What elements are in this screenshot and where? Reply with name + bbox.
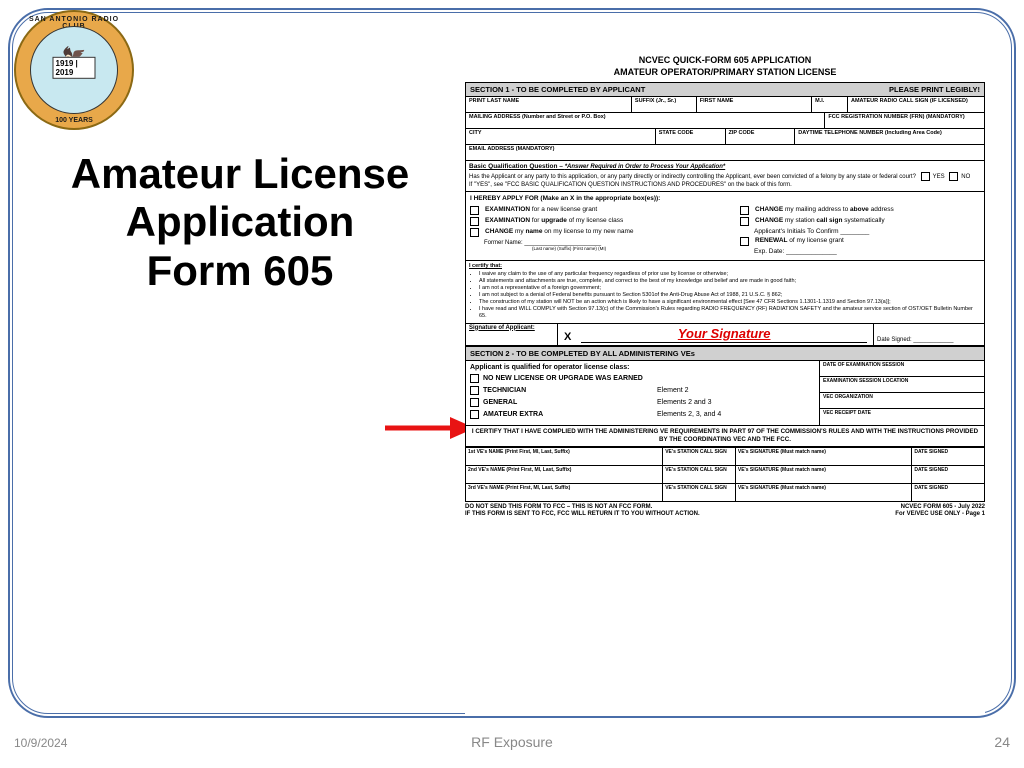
class-checkbox[interactable] <box>470 374 479 383</box>
certify-block: I certify that: I waive any claim to the… <box>465 261 985 322</box>
apply-option: Exp. Date: ______________ <box>740 248 980 255</box>
section-1-header: SECTION 1 - TO BE COMPLETED BY APPLICANT… <box>465 82 985 97</box>
address-row: MAILING ADDRESS (Number and Street or P.… <box>465 113 985 129</box>
cert-item: I am not subject to a denial of Federal … <box>479 292 981 299</box>
club-logo: SAN ANTONIO RADIO CLUB 🦅 1919 | 2019 100… <box>14 10 134 130</box>
apply-option: EXAMINATION for upgrade of my license cl… <box>470 217 710 226</box>
apply-checkbox[interactable] <box>470 206 479 215</box>
class-checkbox[interactable] <box>470 410 479 419</box>
cert-item: All statements and attachments are true,… <box>479 278 981 285</box>
license-class-option: AMATEUR EXTRAElements 2, 3, and 4 <box>470 410 815 419</box>
license-class-option: NO NEW LICENSE OR UPGRADE WAS EARNED <box>470 374 815 383</box>
sec2-meta-cell: DATE OF EXAMINATION SESSION <box>820 361 984 377</box>
ve-row: 1st VE's NAME (Print First, MI, Last, Su… <box>466 447 985 465</box>
cert-item: I waive any claim to the use of any part… <box>479 271 981 278</box>
cert-item: I am not a representative of a foreign g… <box>479 285 981 292</box>
class-checkbox[interactable] <box>470 398 479 407</box>
footer-page: 24 <box>994 734 1010 750</box>
ve-row: 2nd VE's NAME (Print First, MI, Last, Su… <box>466 465 985 483</box>
class-checkbox[interactable] <box>470 386 479 395</box>
apply-checkbox[interactable] <box>740 206 749 215</box>
apply-option: Applicant's Initials To Confirm ________ <box>740 228 980 235</box>
no-checkbox[interactable] <box>949 172 958 181</box>
title-text: Amateur License Application Form 605 <box>70 150 410 295</box>
slide-title: Amateur License Application Form 605 <box>70 150 410 295</box>
sec2-meta-cell: VEC ORGANIZATION <box>820 393 984 409</box>
signature-highlight: Your Signature <box>581 326 867 343</box>
footer-date: 10/9/2024 <box>14 736 67 750</box>
form-605: NCVEC QUICK-FORM 605 APPLICATION AMATEUR… <box>465 55 985 715</box>
apply-checkbox[interactable] <box>470 228 479 237</box>
sec2-meta-cell: VEC RECEIPT DATE <box>820 409 984 424</box>
signature-row: Signature of Applicant: X Your Signature… <box>465 323 985 346</box>
basic-qualification: Basic Qualification Question – *Answer R… <box>465 161 985 192</box>
apply-checkbox[interactable] <box>740 217 749 226</box>
apply-option: EXAMINATION for a new license grant <box>470 206 710 215</box>
form-footnote: DO NOT SEND THIS FORM TO FCC – THIS IS N… <box>465 504 985 520</box>
apply-option: CHANGE my mailing address to above addre… <box>740 206 980 215</box>
license-class-option: GENERALElements 2 and 3 <box>470 398 815 407</box>
section-2-header: SECTION 2 - TO BE COMPLETED BY ALL ADMIN… <box>465 346 985 361</box>
signature-x: X <box>564 331 571 343</box>
form-header-1: NCVEC QUICK-FORM 605 APPLICATION <box>465 55 985 67</box>
arrow-icon <box>385 413 475 443</box>
apply-for-block: I HEREBY APPLY FOR (Make an X in the app… <box>465 192 985 261</box>
apply-option: RENEWAL of my license grant <box>740 237 980 246</box>
ve-row: 3rd VE's NAME (Print First, MI, Last, Su… <box>466 483 985 501</box>
ve-signature-table: 1st VE's NAME (Print First, MI, Last, Su… <box>465 447 985 502</box>
city-row: CITY STATE CODE ZIP CODE DAYTIME TELEPHO… <box>465 129 985 145</box>
apply-option: CHANGE my station call sign systematical… <box>740 217 980 226</box>
name-row: PRINT LAST NAME SUFFIX (Jr., Sr.) FIRST … <box>465 97 985 113</box>
apply-checkbox[interactable] <box>470 217 479 226</box>
apply-checkbox[interactable] <box>740 237 749 246</box>
logo-years: 1919 | 2019 <box>53 57 96 79</box>
logo-bottom-text: 100 YEARS <box>16 117 132 124</box>
apply-option: CHANGE my name on my license to my new n… <box>470 228 710 237</box>
cert-item: I have read and WILL COMPLY with Section… <box>479 306 981 320</box>
footer-center: RF Exposure <box>471 734 553 750</box>
sec2-meta-cell: EXAMINATION SESSION LOCATION <box>820 377 984 393</box>
license-class-option: TECHNICIANElement 2 <box>470 386 815 395</box>
form-header-2: AMATEUR OPERATOR/PRIMARY STATION LICENSE <box>465 67 985 79</box>
compliance-statement: I CERTIFY THAT I HAVE COMPLIED WITH THE … <box>465 426 985 447</box>
cert-item: The construction of my station will NOT … <box>479 299 981 306</box>
yes-checkbox[interactable] <box>921 172 930 181</box>
email-row: EMAIL ADDRESS (MANDATORY) <box>465 145 985 161</box>
section-2-body: Applicant is qualified for operator lice… <box>465 361 985 426</box>
